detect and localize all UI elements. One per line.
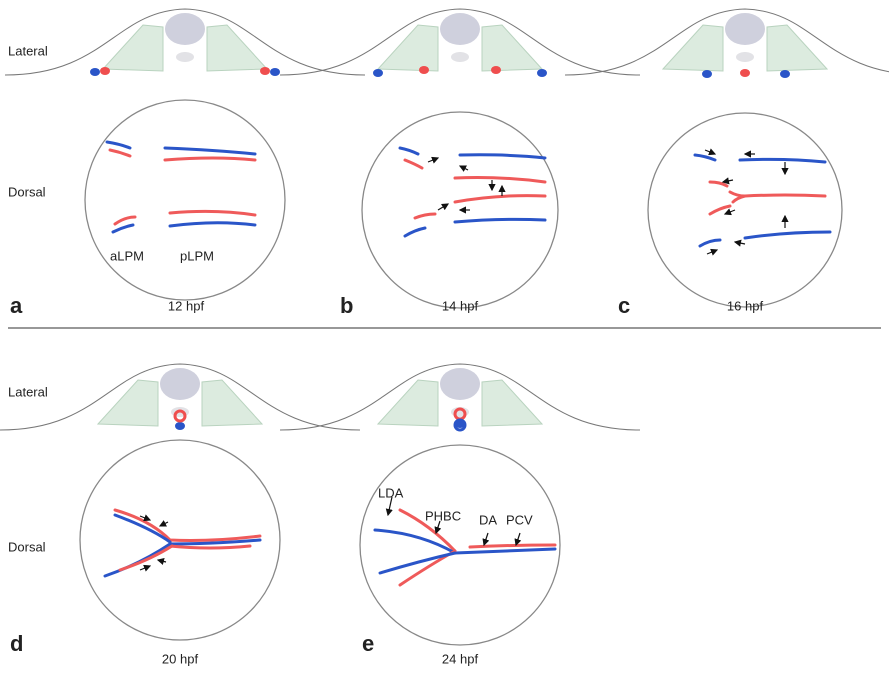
- vessels: [400, 148, 545, 236]
- somite: [378, 380, 438, 426]
- notochord: [176, 52, 194, 62]
- panel-time: 16 hpf: [727, 298, 764, 313]
- neural-tube: [440, 368, 480, 400]
- row-label: Lateral: [8, 43, 48, 58]
- embryo-outline: [565, 9, 889, 75]
- vessel-section: [175, 422, 185, 430]
- annotation: pLPM: [180, 248, 214, 263]
- panel-time: 24 hpf: [442, 651, 479, 666]
- neural-tube: [725, 13, 765, 45]
- row-label: Dorsal: [8, 539, 46, 554]
- neural-tube: [160, 368, 200, 400]
- panel-letter: b: [340, 293, 353, 318]
- neural-tube: [165, 13, 205, 45]
- vessel-section: [100, 67, 110, 75]
- neural-tube: [440, 13, 480, 45]
- vessel-section: [702, 70, 712, 78]
- panel-letter: d: [10, 631, 23, 656]
- annotation: DA: [479, 512, 497, 527]
- vessel-section: [90, 68, 100, 76]
- embryo-dorsal: [648, 113, 842, 307]
- annotation: PCV: [506, 512, 533, 527]
- vessels: [375, 497, 555, 585]
- row-label: Lateral: [8, 384, 48, 399]
- vessel-section: [537, 69, 547, 77]
- embryo-dorsal: [85, 100, 285, 300]
- somite: [767, 25, 827, 71]
- somite: [207, 25, 267, 71]
- somite: [202, 380, 262, 426]
- panel-time: 12 hpf: [168, 298, 205, 313]
- vessel-section: [740, 69, 750, 77]
- vessels: [107, 142, 255, 232]
- somite: [482, 25, 542, 71]
- panel-time: 20 hpf: [162, 651, 199, 666]
- vessels: [105, 510, 260, 576]
- somite: [482, 380, 542, 426]
- vessel-section: [270, 68, 280, 76]
- panel-time: 14 hpf: [442, 298, 479, 313]
- row-label: Dorsal: [8, 184, 46, 199]
- vessel-section: [260, 67, 270, 75]
- annotation: aLPM: [110, 248, 144, 263]
- panel-letter: e: [362, 631, 374, 656]
- somite: [98, 380, 158, 426]
- vessel-section: [419, 66, 429, 74]
- somite: [663, 25, 723, 71]
- panel-letter: c: [618, 293, 630, 318]
- annotation: LDA: [378, 485, 404, 500]
- figure: Lateral Dorsal Lateral Dorsal a 12 hpf b…: [0, 0, 889, 673]
- vessel-section: [373, 69, 383, 77]
- somite: [103, 25, 163, 71]
- vessel-section: [491, 66, 501, 74]
- notochord: [451, 52, 469, 62]
- annotation: PHBC: [425, 508, 461, 523]
- notochord: [736, 52, 754, 62]
- vessels: [695, 150, 830, 254]
- panel-letter: a: [10, 293, 23, 318]
- vessel-section: [780, 70, 790, 78]
- somite: [378, 25, 438, 71]
